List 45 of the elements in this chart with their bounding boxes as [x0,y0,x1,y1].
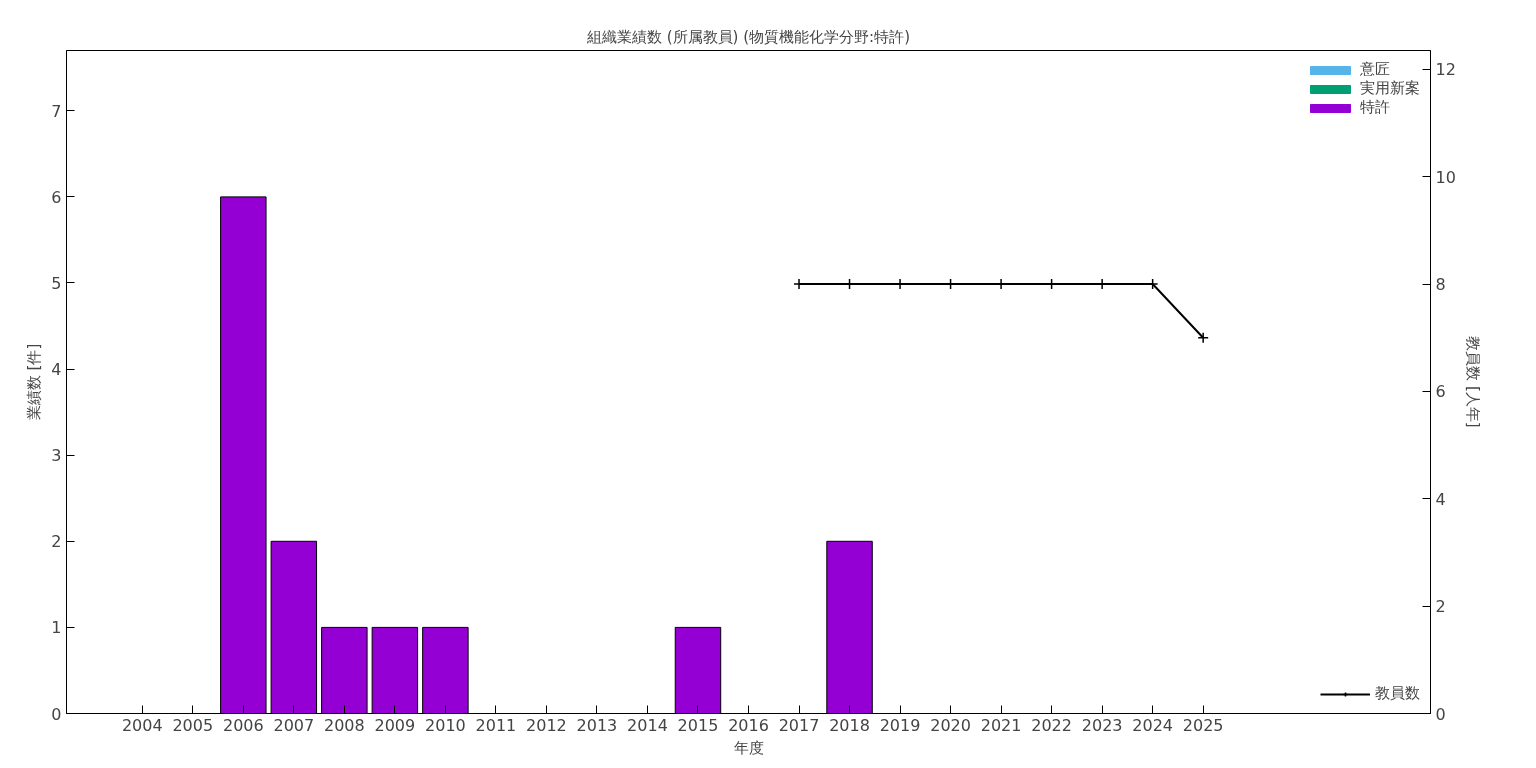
x-tick-label: 2009 [374,715,416,735]
y-tick-label: 7 [51,101,62,121]
x-tick-label: 2023 [1081,715,1123,735]
legend-label: 特許 [1360,98,1390,117]
x-tick-label: 2020 [930,715,971,735]
x-tick-label: 2016 [728,715,769,735]
x-tick-label: 2017 [778,715,820,735]
y2-tick-label: 0 [1435,704,1446,724]
x-tick-label: 2006 [222,715,264,735]
y2-tick-label: 12 [1435,60,1456,80]
chart-title: 組織業績数 (所属教員) (物質機能化学分野:特許) [586,27,910,46]
x-tick-label: 2018 [829,715,870,735]
x-tick-label: 2015 [677,715,719,735]
y-tick-label: 6 [51,187,62,207]
y-tick-label: 3 [51,446,62,466]
y-tick-label: 1 [51,618,62,638]
x-tick-label: 2007 [273,715,315,735]
x-tick-label: 2010 [425,715,466,735]
y-tick-label: 0 [51,704,62,724]
y2-tick-label: 6 [1435,382,1446,402]
x-tick-label: 2021 [980,715,1022,735]
x-tick-label: 2025 [1182,715,1224,735]
y-tick-label: 2 [51,532,62,552]
x-tick-label: 2008 [323,715,365,735]
y2-tick-label: 4 [1435,489,1446,509]
y2-tick-label: 10 [1435,167,1456,187]
y-tick-label: 4 [51,360,62,380]
x-tick-label: 2013 [576,715,618,735]
y-tick-label: 5 [51,273,62,293]
y2-axis-title: 教員数 [人年] [1463,336,1482,428]
x-tick-label: 2022 [1031,715,1072,735]
legend-label: 実用新案 [1360,79,1420,98]
x-tick-label: 2005 [172,715,214,735]
legend-label: 意匠 [1360,60,1390,79]
x-tick-label: 2024 [1132,715,1174,735]
y-axis-title: 業績数 [件] [25,343,44,421]
x-axis-title: 年度 [733,738,764,757]
x-tick-label: 2012 [526,715,567,735]
x-tick-label: 2019 [879,715,921,735]
y2-tick-label: 8 [1435,275,1446,295]
x-tick-label: 2011 [475,715,517,735]
y2-tick-label: 2 [1435,597,1446,617]
x-tick-label: 2014 [627,715,668,735]
legend-label: 教員数 [1375,684,1420,703]
x-tick-label: 2004 [121,715,163,735]
